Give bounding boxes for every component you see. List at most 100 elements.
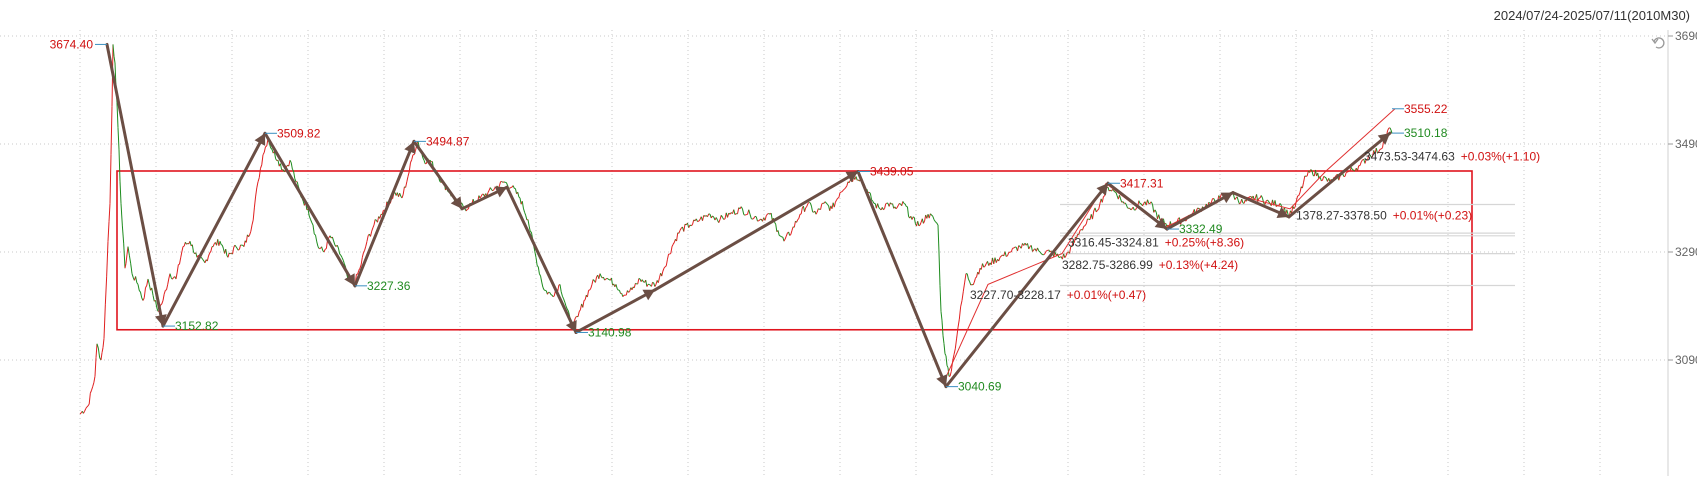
toolbar-icons[interactable] — [1652, 38, 1664, 48]
price-segment — [934, 220, 935, 222]
price-segment — [380, 214, 381, 218]
price-segment — [254, 197, 255, 208]
price-segment — [649, 284, 650, 285]
price-segment — [963, 282, 964, 291]
price-segment — [164, 290, 165, 294]
price-segment — [756, 217, 757, 221]
price-segment — [1214, 199, 1215, 202]
price-segment — [152, 288, 153, 295]
price-segment — [1318, 173, 1319, 179]
price-segment — [294, 171, 295, 178]
price-segment — [611, 278, 612, 285]
price-segment — [378, 216, 379, 222]
price-segment — [805, 208, 806, 212]
price-segment — [87, 406, 88, 407]
price-segment — [539, 274, 540, 276]
price-segment — [537, 265, 538, 267]
price-segment — [541, 276, 542, 282]
point-label: 3332.49 — [1179, 222, 1223, 236]
price-segment — [970, 282, 971, 285]
price-segment — [933, 216, 934, 219]
price-segment — [646, 280, 647, 287]
price-segment — [680, 228, 681, 230]
price-segment — [673, 242, 674, 244]
price-segment — [1249, 197, 1250, 198]
price-segment — [132, 274, 133, 278]
price-segment — [1102, 197, 1103, 203]
price-segment — [491, 189, 492, 190]
price-segment — [118, 128, 119, 150]
price-segment — [849, 180, 850, 182]
price-segment — [634, 283, 635, 287]
price-segment — [719, 220, 720, 223]
y-tick-label: 3090 — [1675, 353, 1697, 367]
price-segment — [528, 220, 529, 227]
price-segment — [1066, 252, 1067, 255]
price-segment — [136, 276, 137, 282]
price-segment — [494, 188, 495, 190]
price-segment — [249, 235, 250, 237]
price-segment — [544, 290, 545, 291]
price-segment — [1096, 210, 1097, 212]
price-segment — [1121, 199, 1122, 202]
price-segment — [402, 194, 403, 198]
price-segment — [1148, 200, 1149, 204]
price-segment — [309, 216, 310, 219]
undo-arrow-icon[interactable] — [1652, 38, 1664, 48]
price-segment — [999, 257, 1000, 261]
price-segment — [619, 290, 620, 293]
price-segment — [530, 232, 531, 233]
wave-segment — [107, 44, 163, 326]
price-segment — [743, 209, 744, 215]
price-segment — [235, 245, 236, 246]
price-segment — [696, 219, 697, 222]
price-segment — [372, 228, 373, 231]
price-segment — [745, 215, 746, 216]
price-segment — [1323, 176, 1324, 180]
price-segment — [258, 178, 259, 182]
price-segment — [88, 404, 89, 406]
price-segment — [462, 203, 463, 205]
price-segment — [119, 149, 120, 181]
price-segment — [190, 241, 191, 246]
price-segment — [962, 291, 963, 300]
range-change-label: +0.01%(+0.47) — [1067, 288, 1146, 302]
price-segment — [239, 245, 240, 249]
point-label: 3674.40 — [50, 37, 94, 51]
point-label: 3509.82 — [277, 126, 321, 140]
price-segment — [1198, 208, 1199, 209]
price-segment — [918, 221, 919, 226]
price-segment — [312, 222, 313, 225]
price-segment — [1021, 243, 1022, 248]
price-segment — [1135, 208, 1136, 210]
price-segment — [826, 203, 827, 204]
price-segment — [944, 344, 945, 354]
price-segment — [525, 212, 526, 215]
price-segment — [585, 295, 586, 300]
price-segment — [1018, 246, 1019, 251]
price-segment — [937, 223, 938, 225]
price-segment — [810, 203, 811, 206]
price-segment — [1119, 195, 1120, 199]
price-segment — [1361, 160, 1362, 162]
price-segment — [734, 210, 735, 215]
price-segment — [221, 245, 222, 246]
price-segment — [904, 203, 905, 204]
price-segment — [542, 282, 543, 287]
price-segment — [324, 249, 325, 252]
price-segment — [574, 317, 575, 320]
price-segment — [664, 267, 665, 268]
price-segment — [177, 265, 178, 273]
price-segment — [771, 213, 772, 220]
price-segment — [1159, 215, 1160, 220]
price-segment — [105, 276, 106, 305]
price-segment — [607, 278, 608, 279]
price-segment — [490, 188, 491, 190]
price-segment — [869, 192, 870, 193]
price-segment — [741, 207, 742, 209]
price-segment — [85, 409, 86, 412]
price-segment — [211, 247, 212, 252]
y-axis: 3690349032903090 — [1668, 29, 1697, 476]
